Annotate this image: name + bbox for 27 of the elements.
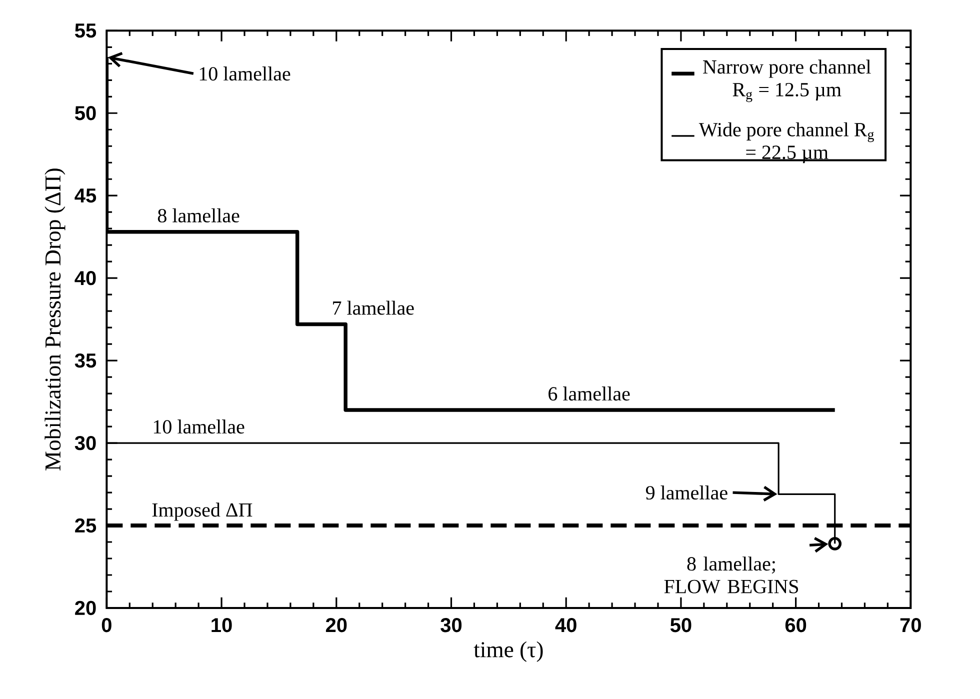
y-tick-label: 45 (74, 188, 96, 203)
x-axis-title: time (τ) (474, 642, 543, 662)
y-tick-label: 20 (75, 601, 96, 616)
y-tick-label: 30 (74, 436, 96, 450)
annotation: 10 lamellae (200, 66, 290, 81)
annotation: 7 lamellae (333, 300, 414, 315)
ref-line-label: Imposed ΔΠ (152, 502, 252, 521)
legend-label: Narrow pore channel R$_{g}$ = 12.5 µm (703, 60, 871, 102)
y-tick-label: 40 (74, 271, 96, 286)
annotation: 8 lamellae (158, 208, 240, 223)
y-axis-title: Mobilization Pressure Drop (ΔΠ) (44, 168, 66, 471)
annotation: 10 lamellae (154, 420, 244, 434)
y-tick-label: 35 (74, 354, 96, 368)
x-tick-label: 0 (102, 618, 112, 632)
annotation: 8 lamellae; FLOW BEGINS (664, 556, 798, 594)
x-tick-label: 70 (900, 618, 921, 632)
annotation: 9 lamellae (646, 486, 728, 500)
x-tick-label: 10 (212, 618, 232, 632)
x-tick-label: 50 (670, 618, 692, 632)
x-tick-label: 30 (440, 618, 462, 632)
x-tick-label: 60 (785, 618, 806, 632)
y-tick-label: 55 (74, 24, 96, 38)
y-tick-label: 25 (75, 518, 96, 533)
annotation: 6 lamellae (548, 386, 630, 401)
x-tick-label: 40 (555, 618, 576, 632)
x-tick-label: 20 (326, 618, 347, 632)
y-tick-label: 50 (74, 106, 96, 120)
